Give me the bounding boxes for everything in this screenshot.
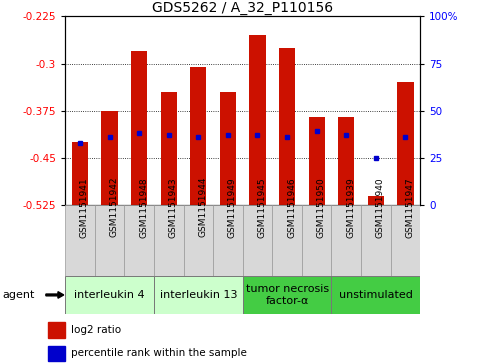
Bar (361, 205, 391, 276)
Text: interleukin 4: interleukin 4 (74, 290, 145, 300)
Bar (184, 205, 213, 276)
Text: agent: agent (2, 290, 35, 300)
Text: GSM1151948: GSM1151948 (139, 177, 148, 237)
Text: GSM1151949: GSM1151949 (228, 177, 237, 237)
Text: percentile rank within the sample: percentile rank within the sample (71, 348, 247, 358)
Bar (65, 205, 95, 276)
Bar (213, 205, 242, 276)
Text: GSM1151942: GSM1151942 (110, 177, 119, 237)
Bar (95, 205, 125, 276)
Bar (101, 111, 118, 205)
Bar (242, 276, 331, 314)
Bar (391, 205, 420, 276)
Bar (249, 35, 266, 205)
Text: GSM1151940: GSM1151940 (376, 177, 385, 237)
Bar (368, 196, 384, 205)
Text: interleukin 13: interleukin 13 (159, 290, 237, 300)
Bar (154, 276, 243, 314)
Bar (48, 346, 65, 361)
Bar (302, 205, 331, 276)
Text: GSM1151945: GSM1151945 (257, 177, 267, 237)
Text: GSM1151941: GSM1151941 (80, 177, 89, 237)
Bar (220, 92, 236, 205)
Text: GSM1151944: GSM1151944 (199, 177, 207, 237)
Bar (190, 67, 206, 205)
Bar (309, 117, 325, 205)
Text: log2 ratio: log2 ratio (71, 325, 121, 335)
Bar (398, 82, 413, 205)
Text: GSM1151950: GSM1151950 (317, 177, 326, 238)
Bar (72, 142, 88, 205)
Bar (242, 205, 272, 276)
Title: GDS5262 / A_32_P110156: GDS5262 / A_32_P110156 (152, 1, 333, 15)
Text: tumor necrosis
factor-α: tumor necrosis factor-α (245, 284, 328, 306)
Bar (338, 117, 355, 205)
Bar (272, 205, 302, 276)
Bar (48, 322, 65, 338)
Bar (131, 51, 147, 205)
Bar (154, 205, 184, 276)
Bar (125, 205, 154, 276)
Text: GSM1151939: GSM1151939 (346, 177, 355, 238)
Bar (331, 276, 420, 314)
Bar (161, 92, 177, 205)
Text: GSM1151946: GSM1151946 (287, 177, 296, 237)
Text: GSM1151943: GSM1151943 (169, 177, 178, 237)
Text: unstimulated: unstimulated (339, 290, 413, 300)
Bar (279, 48, 295, 205)
Text: GSM1151947: GSM1151947 (405, 177, 414, 237)
Bar (331, 205, 361, 276)
Bar (65, 276, 154, 314)
